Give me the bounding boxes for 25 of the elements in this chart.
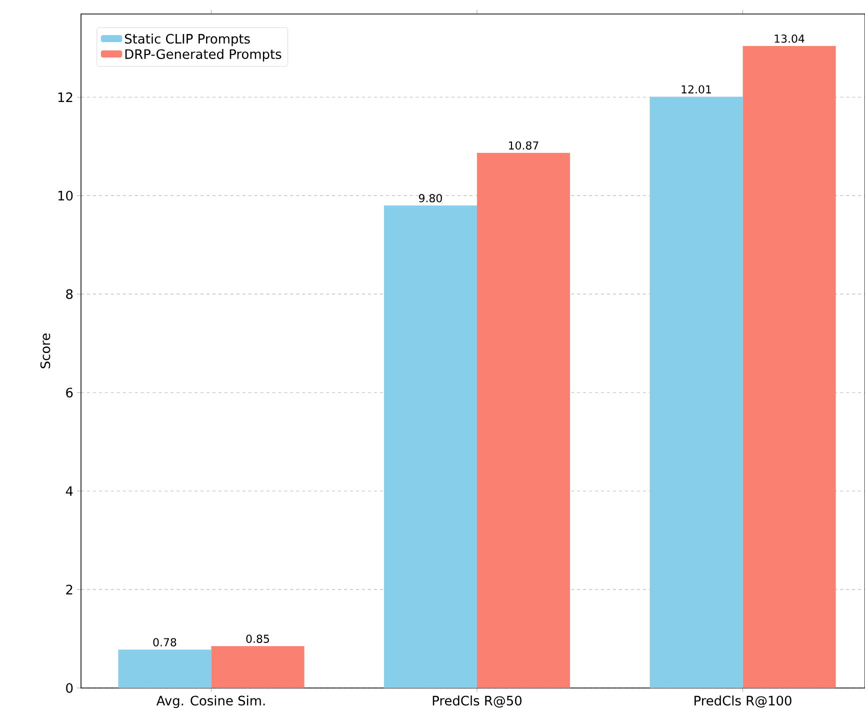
data-label: 0.85 [246,634,269,643]
y-tick-label: 12 [58,92,72,102]
bar [476,152,570,688]
y-tick-label: 8 [66,289,73,300]
data-label: 13.04 [774,34,804,43]
y-tick-label: 6 [66,388,73,398]
legend-label: Static CLIP Prompts [125,34,250,46]
data-label: 12.01 [682,85,711,94]
legend-label: DRP-Generated Prompts [125,48,282,62]
x-tick-label: PredCls R@50 [432,696,522,708]
y-tick-label: 2 [66,584,72,594]
data-label: 9.80 [418,194,442,202]
y-tick-label: 0 [66,683,73,693]
y-axis-title: Score [40,334,50,368]
x-tick-label: Avg. Cosine Sim. [156,696,265,708]
y-tick-label: 10 [58,190,73,201]
x-tick-label: PredCls R@100 [694,696,792,708]
bar [118,650,212,688]
bar [211,646,304,688]
bar [384,206,477,688]
data-label: 10.87 [509,141,538,150]
bar [650,96,743,688]
y-tick-label: 4 [66,486,73,496]
bar [742,46,836,688]
data-label: 0.78 [153,638,176,646]
